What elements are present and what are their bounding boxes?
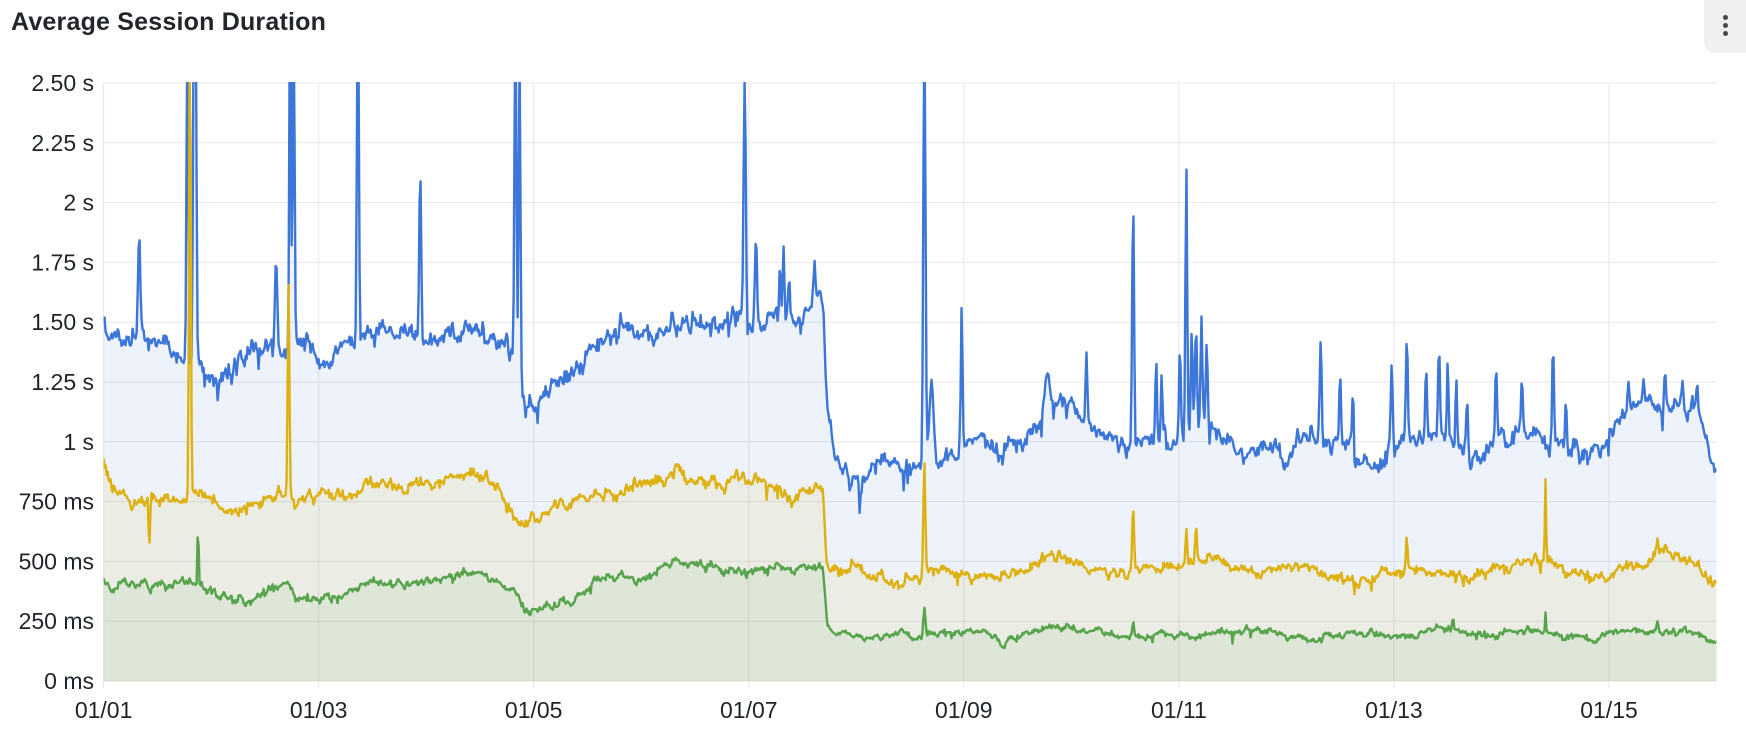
svg-text:1 s: 1 s bbox=[63, 429, 94, 455]
svg-text:250 ms: 250 ms bbox=[19, 608, 94, 634]
svg-text:01/15: 01/15 bbox=[1580, 697, 1638, 723]
svg-text:01/11: 01/11 bbox=[1151, 697, 1207, 723]
svg-text:01/01: 01/01 bbox=[75, 697, 133, 723]
svg-text:1.50 s: 1.50 s bbox=[31, 309, 94, 335]
svg-text:01/13: 01/13 bbox=[1365, 697, 1423, 723]
svg-text:750 ms: 750 ms bbox=[19, 489, 94, 515]
svg-text:2 s: 2 s bbox=[63, 190, 94, 216]
svg-text:01/09: 01/09 bbox=[935, 697, 993, 723]
svg-text:1.25 s: 1.25 s bbox=[31, 369, 94, 395]
svg-text:0 ms: 0 ms bbox=[44, 668, 94, 694]
svg-text:01/05: 01/05 bbox=[505, 697, 563, 723]
svg-text:2.50 s: 2.50 s bbox=[31, 70, 94, 96]
svg-text:2.25 s: 2.25 s bbox=[31, 130, 94, 156]
svg-text:1.75 s: 1.75 s bbox=[31, 249, 94, 275]
svg-text:01/03: 01/03 bbox=[290, 697, 348, 723]
svg-text:01/07: 01/07 bbox=[720, 697, 778, 723]
svg-text:500 ms: 500 ms bbox=[19, 548, 94, 574]
